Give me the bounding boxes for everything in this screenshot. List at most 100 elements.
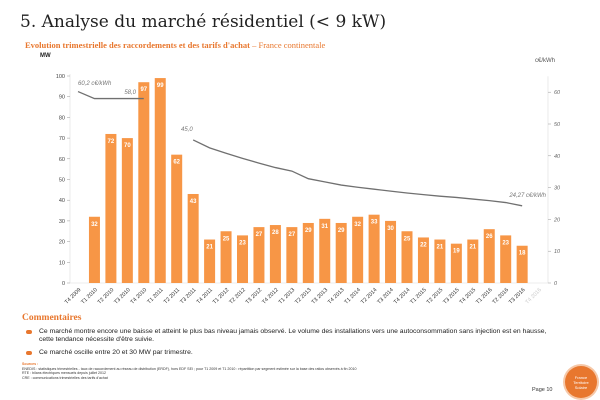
bar	[121, 138, 133, 283]
y-tick-label-right: 30	[554, 186, 561, 192]
bar	[434, 239, 446, 283]
y-tick-label-right: 40	[554, 154, 561, 160]
x-tick-label: T3 2016	[508, 287, 527, 306]
bar-label: 99	[157, 83, 164, 89]
source-line: CRE : communications trimestrielles des …	[22, 375, 108, 380]
comment-item: Ce marché montre encore une baisse et at…	[26, 328, 548, 344]
bar	[401, 231, 413, 283]
page-title: 5. Analyse du marché résidentiel (< 9 kW…	[20, 12, 387, 32]
line-label: 45,0	[181, 127, 193, 133]
page-number: Page 10	[532, 387, 553, 393]
x-tick-label: T2 2013	[294, 287, 313, 306]
bar-label: 18	[519, 251, 526, 257]
bar-label: 29	[305, 228, 312, 234]
bar-label: 62	[173, 160, 180, 166]
y-axis-right-label: c€/kWh	[535, 58, 555, 64]
bar	[187, 193, 199, 283]
y-tick-label-left: 30	[59, 219, 65, 225]
bar	[368, 214, 380, 283]
bar	[204, 239, 216, 283]
bar	[237, 235, 248, 283]
x-tick-label: T4 2013	[327, 287, 346, 306]
x-tick-label: T1 2013	[278, 287, 297, 306]
bar	[220, 231, 232, 283]
bar-label: 30	[387, 226, 394, 232]
x-tick-label: T2 2016	[492, 287, 511, 306]
bar	[467, 239, 479, 283]
bar-label: 31	[321, 224, 328, 230]
y-tick-label-right: 50	[554, 122, 561, 128]
bar-label: 29	[338, 228, 345, 234]
x-tick-label: T2 2015	[426, 287, 445, 306]
tariff-line	[77, 90, 144, 100]
bar	[352, 216, 364, 283]
bar	[171, 154, 183, 283]
y-tick-label-left: 40	[59, 198, 65, 204]
bar-label: 27	[256, 232, 263, 238]
y-tick-label-left: 70	[59, 136, 65, 142]
logo-text: France	[574, 374, 588, 380]
x-tick-label: T4 2014	[393, 287, 412, 306]
bar	[105, 133, 117, 283]
bar	[483, 229, 495, 283]
bar-label: 19	[453, 249, 460, 255]
line-label: 60,2 c€/kWh	[78, 81, 112, 87]
bar-label: 25	[223, 236, 230, 242]
x-tick-label: T2 2012	[228, 287, 247, 306]
x-tick-label: T4 2012	[261, 287, 280, 306]
bar	[500, 235, 512, 283]
x-tick-label: T4 2015	[459, 287, 478, 306]
y-tick-label-left: 90	[59, 95, 65, 101]
bar	[335, 222, 347, 283]
y-tick-label-left: 60	[59, 157, 65, 163]
y-axis-left-label: MW	[40, 53, 51, 59]
x-tick-label: T2 2010	[97, 287, 116, 306]
bar-label: 26	[486, 234, 493, 240]
x-tick-label: T3 2010	[113, 287, 132, 306]
x-tick-label: T3 2013	[311, 287, 330, 306]
y-tick-label-left: 20	[59, 240, 65, 246]
logo: France Territoire Solaire	[565, 366, 597, 398]
bar	[450, 243, 462, 283]
logo-text: Solaire	[574, 384, 588, 390]
line-label: 58,0	[124, 90, 136, 96]
chart: MW c€/kWh 0 10 20 30 40 50 60 70 80 90 100 0 10 20 30 40 5…	[40, 53, 561, 306]
bar-label: 72	[108, 139, 115, 145]
y-tick-label-right: 60	[554, 90, 561, 96]
line-label: 24,27 c€/kWh	[508, 193, 546, 199]
x-tick-label: T4 2011	[196, 287, 214, 305]
bar	[253, 227, 265, 283]
bar-label: 32	[91, 222, 98, 228]
tariff-line	[192, 139, 523, 207]
comments-title: Commentaires	[22, 313, 82, 323]
comment-item: Ce marché oscille entre 20 et 30 MW par …	[26, 349, 548, 357]
bar	[269, 225, 281, 283]
x-tick-label: T1 2015	[409, 287, 428, 306]
x-tick-label: T4 2010	[130, 287, 149, 306]
comment-text: Ce marché montre encore une baisse et at…	[39, 328, 547, 343]
y-tick-label-left: 100	[56, 74, 65, 80]
bar	[138, 82, 150, 284]
x-tick-label: T2 2011	[163, 287, 181, 305]
source-line: ENEDIS : statistiques trimestrielles - t…	[22, 366, 357, 371]
source-line: RTE : bilans électriques mensuels depuis…	[22, 371, 107, 376]
bar	[286, 227, 298, 283]
sources: Sources : ENEDIS : statistiques trimestr…	[22, 362, 356, 380]
bar	[154, 78, 166, 283]
x-tick-label: T1 2012	[212, 287, 231, 306]
y-tick-label-left: 10	[59, 260, 65, 266]
y-tick-label-left: 0	[62, 281, 65, 287]
bar	[417, 237, 429, 283]
bar-label: 27	[289, 232, 296, 238]
chart-subtitle: Evolution trimestrielle des raccordement…	[25, 40, 325, 50]
bar	[319, 218, 331, 283]
bar-label: 28	[272, 230, 279, 236]
y-tick-label-left: 80	[59, 115, 65, 121]
bar-label: 32	[354, 222, 361, 228]
x-tick-label: T3 2014	[376, 287, 395, 306]
y-tick-label-right: 10	[554, 249, 561, 255]
bar-label: 23	[502, 240, 509, 246]
subtitle-main: Evolution trimestrielle des raccordement…	[25, 40, 250, 50]
bar-label: 22	[420, 242, 427, 248]
bar	[385, 220, 397, 283]
